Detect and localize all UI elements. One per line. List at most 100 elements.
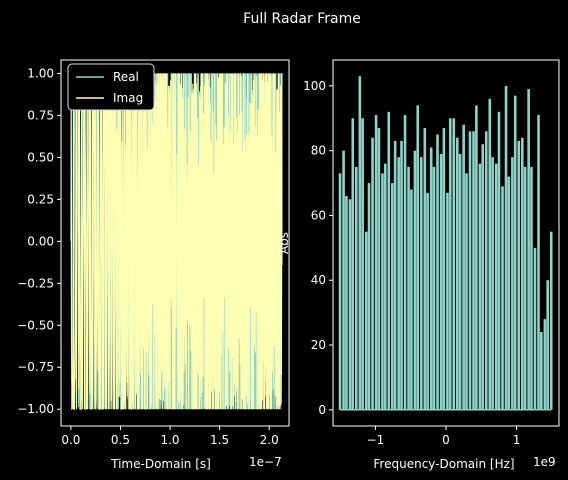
time-domain-axes: 0.0 0.5 1.0 1.5 2.0 1.00 0.75 0.50 0.25 0.00 −0.25…	[17, 59, 290, 471]
legend-imag-label: Imag	[113, 91, 143, 105]
bar	[429, 147, 433, 410]
legend: Real Imag	[67, 63, 155, 111]
frequency-domain-offset-label: 1e9	[533, 455, 556, 469]
bar	[533, 247, 537, 410]
x-tick-label: 0.0	[61, 433, 80, 447]
bar	[364, 231, 368, 410]
bar	[391, 183, 394, 410]
x-tick-label: 1.0	[160, 433, 179, 447]
bar	[374, 115, 378, 410]
bar	[488, 98, 492, 410]
time-domain-frame	[60, 59, 290, 427]
time-domain-xlabel: Time-Domain [s]	[110, 457, 211, 471]
figure-title: Full Radar Frame	[243, 11, 361, 27]
y-tick-label: 80	[311, 144, 326, 158]
bar	[530, 166, 533, 410]
y-tick-label: 40	[311, 273, 326, 287]
bar	[462, 124, 465, 410]
x-tick-label: 2.0	[260, 433, 279, 447]
bar	[507, 176, 511, 410]
bar	[475, 105, 478, 410]
legend-real-label: Real	[113, 70, 139, 84]
bar	[484, 131, 488, 410]
bar	[416, 105, 420, 410]
bar	[537, 115, 540, 410]
bar	[426, 192, 429, 410]
bar	[546, 280, 549, 410]
bar	[377, 128, 381, 410]
bar	[456, 137, 459, 410]
bar	[481, 144, 485, 410]
x-tick-label: 1	[513, 433, 521, 447]
bar	[452, 118, 456, 410]
bar	[387, 111, 391, 410]
bar	[527, 89, 530, 410]
bar	[436, 134, 439, 410]
bar	[478, 163, 482, 410]
y-tick-label: 100	[303, 79, 326, 93]
bar	[371, 137, 374, 410]
bar	[523, 166, 527, 410]
y-tick-label: 20	[311, 338, 326, 352]
y-tick-label: 60	[311, 208, 326, 222]
bar	[358, 76, 362, 410]
bar	[448, 118, 452, 410]
bar	[423, 128, 427, 410]
y-tick-label: 0.75	[27, 108, 54, 122]
x-tick-label: −1	[367, 433, 385, 447]
series-imag-line	[70, 72, 283, 410]
y-tick-label: 0.00	[27, 234, 54, 248]
y-tick-label: −0.50	[17, 318, 54, 332]
bar	[442, 128, 446, 410]
bar	[393, 140, 397, 410]
bar	[513, 95, 517, 410]
bar	[543, 319, 547, 410]
bar	[361, 118, 364, 410]
x-tick-label: 1.5	[210, 433, 229, 447]
bar	[517, 140, 521, 410]
bar	[397, 157, 400, 410]
bar	[549, 231, 553, 410]
bar	[351, 118, 355, 410]
bar	[511, 157, 514, 410]
bar	[413, 150, 417, 410]
y-tick-label: −0.75	[17, 360, 54, 374]
bar	[439, 153, 443, 410]
bar	[419, 157, 423, 410]
bar	[446, 192, 449, 410]
bar	[348, 199, 352, 410]
bar	[342, 150, 345, 410]
bar	[491, 157, 494, 410]
y-tick-label: 0.50	[27, 150, 54, 164]
y-tick-label: −1.00	[17, 402, 54, 416]
bar	[494, 163, 498, 410]
x-tick-label: 0	[442, 433, 450, 447]
bar	[338, 173, 342, 410]
time-domain-plot-area	[70, 72, 283, 410]
bar	[501, 186, 504, 410]
frequency-domain-xlabel: Frequency-Domain [Hz]	[373, 457, 514, 471]
y-tick-label: 1.00	[27, 66, 54, 80]
bar	[468, 131, 472, 410]
bar	[410, 189, 413, 410]
bar	[355, 166, 358, 410]
bar	[383, 163, 387, 410]
time-domain-ticks: 0.0 0.5 1.0 1.5 2.0 1.00 0.75 0.50 0.25 0.00 −0.25…	[17, 66, 279, 447]
bar	[432, 166, 436, 410]
bar	[458, 153, 462, 410]
bar	[381, 173, 384, 410]
bar	[345, 196, 348, 410]
bar	[465, 173, 468, 410]
y-tick-label: −0.25	[17, 276, 54, 290]
time-domain-offset-label: 1e−7	[249, 455, 282, 469]
y-tick-label: 0	[318, 403, 326, 417]
bar	[497, 111, 501, 410]
bar	[504, 85, 508, 410]
frequency-domain-plot-area	[338, 76, 553, 411]
bar	[400, 140, 403, 410]
bar	[367, 183, 371, 410]
bar	[403, 115, 407, 410]
x-tick-label: 0.5	[111, 433, 130, 447]
